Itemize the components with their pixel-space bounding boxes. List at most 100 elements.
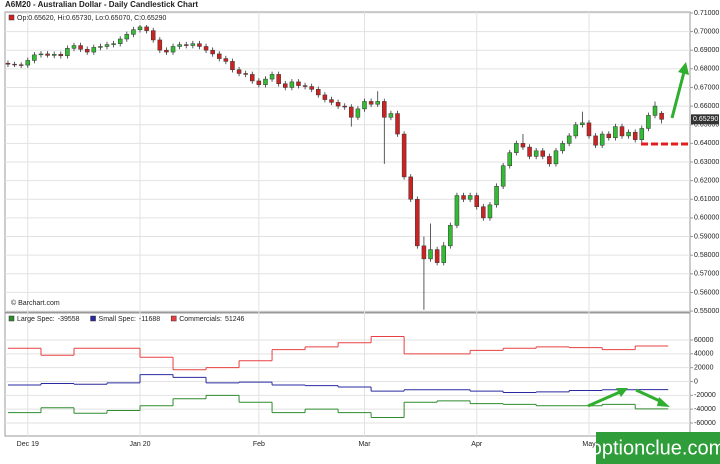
candle-body bbox=[316, 89, 321, 96]
candle-body bbox=[243, 73, 248, 75]
candle-body bbox=[309, 86, 314, 90]
candle-body bbox=[269, 74, 275, 80]
candle-body bbox=[415, 199, 420, 247]
candle-body bbox=[553, 150, 559, 165]
cot-panel bbox=[4, 312, 691, 437]
candle-body bbox=[322, 94, 328, 100]
candle-body bbox=[78, 45, 83, 50]
x-tick-label: Jan 20 bbox=[130, 441, 151, 448]
candle-body bbox=[375, 101, 380, 105]
candle-body bbox=[32, 54, 37, 61]
candle-body bbox=[256, 80, 262, 85]
candle-body bbox=[335, 102, 341, 107]
candle-body bbox=[349, 106, 354, 118]
candle-body bbox=[164, 49, 169, 53]
y-tick-label: 0.70000 bbox=[694, 28, 719, 35]
x-tick-label: Dec 19 bbox=[17, 441, 39, 448]
legend-label: Large Spec: -39558 bbox=[17, 316, 80, 323]
y-tick-label: 0.62000 bbox=[694, 177, 719, 184]
legend-name: Small Spec: bbox=[99, 316, 136, 323]
candle-body bbox=[467, 195, 473, 200]
legend-value: -11688 bbox=[139, 316, 160, 323]
y-tick-label: 0.67000 bbox=[694, 84, 719, 91]
candle-body bbox=[494, 185, 499, 206]
x-tick-label: Apr bbox=[471, 441, 483, 448]
candle-body bbox=[355, 108, 361, 118]
candle-body bbox=[18, 64, 24, 66]
copyright: © Barchart.com bbox=[11, 299, 60, 307]
y-tick-label: -60000 bbox=[694, 420, 716, 427]
y-tick-label: 0.59000 bbox=[694, 233, 719, 240]
candle-body bbox=[593, 135, 598, 146]
candle-body bbox=[183, 44, 189, 46]
candle-body bbox=[263, 78, 268, 85]
candle-body bbox=[514, 143, 519, 153]
candle-body bbox=[124, 34, 130, 40]
annotation-arrow bbox=[635, 388, 663, 404]
annotation-arrowhead bbox=[616, 388, 628, 397]
candle-body bbox=[626, 131, 631, 137]
candle-body bbox=[580, 122, 585, 125]
legend-swatch bbox=[170, 315, 177, 322]
candle-body bbox=[573, 124, 579, 137]
candle-body bbox=[58, 54, 64, 57]
last-price-label: 0.65290 bbox=[693, 116, 718, 123]
candle-body bbox=[5, 62, 11, 65]
candle-body bbox=[527, 146, 532, 157]
legend-value: 51246 bbox=[225, 316, 245, 323]
candle-body bbox=[177, 44, 182, 47]
annotation-arrowhead bbox=[678, 62, 689, 75]
candle-body bbox=[632, 131, 638, 140]
annotation-arrow bbox=[670, 71, 686, 119]
candle-body bbox=[283, 83, 288, 88]
candle-body bbox=[388, 113, 394, 118]
y-tick-label: 0.71000 bbox=[694, 10, 719, 17]
y-tick-label: 0.58000 bbox=[694, 252, 719, 259]
candle-body bbox=[84, 49, 90, 53]
y-tick-label: 0.69000 bbox=[694, 47, 719, 54]
candle-body bbox=[639, 128, 645, 140]
candle-body bbox=[448, 225, 453, 247]
candle-body bbox=[362, 101, 367, 110]
candle-body bbox=[507, 152, 513, 166]
y-tick-label: 0.63000 bbox=[694, 159, 719, 166]
candle-body bbox=[481, 206, 486, 219]
y-tick-label: -20000 bbox=[694, 392, 716, 399]
y-tick-label: 0.55000 bbox=[694, 308, 719, 315]
y-tick-label: -40000 bbox=[694, 406, 716, 413]
y-tick-label: 0.56000 bbox=[694, 289, 719, 296]
candle-body bbox=[408, 176, 413, 200]
candle-body bbox=[65, 48, 70, 57]
candle-body bbox=[223, 58, 229, 62]
candle-body bbox=[12, 63, 17, 66]
y-tick-label: 60000 bbox=[694, 337, 714, 344]
candle-body bbox=[520, 143, 526, 148]
candle-body bbox=[25, 60, 31, 66]
legend-swatch bbox=[90, 315, 96, 322]
y-tick-label: 0.60000 bbox=[694, 215, 719, 222]
candle-body bbox=[659, 112, 664, 120]
candle-body bbox=[190, 43, 196, 46]
candle-body bbox=[276, 74, 281, 84]
candle-body bbox=[599, 133, 605, 146]
y-tick-label: 0 bbox=[694, 378, 698, 385]
candle-body bbox=[421, 245, 427, 260]
last-price-box bbox=[691, 114, 719, 125]
watermark-box bbox=[596, 432, 720, 464]
candle-body bbox=[296, 81, 301, 86]
annotation-arrow bbox=[587, 390, 621, 408]
candle-body bbox=[302, 85, 308, 87]
candle-body bbox=[428, 249, 433, 260]
candle-body bbox=[38, 53, 44, 56]
candle-body bbox=[441, 245, 446, 263]
candle-body bbox=[395, 113, 400, 135]
legend-name: Commercials: bbox=[179, 316, 222, 323]
candle-body bbox=[401, 133, 407, 178]
candle-body bbox=[203, 46, 209, 51]
y-tick-label: 0.57000 bbox=[694, 271, 719, 278]
candle-body bbox=[613, 126, 618, 139]
legend-swatch bbox=[8, 14, 15, 21]
y-tick-label: 0.64000 bbox=[694, 140, 719, 147]
y-tick-label: 0.66000 bbox=[694, 103, 719, 110]
candle-body bbox=[210, 49, 215, 55]
